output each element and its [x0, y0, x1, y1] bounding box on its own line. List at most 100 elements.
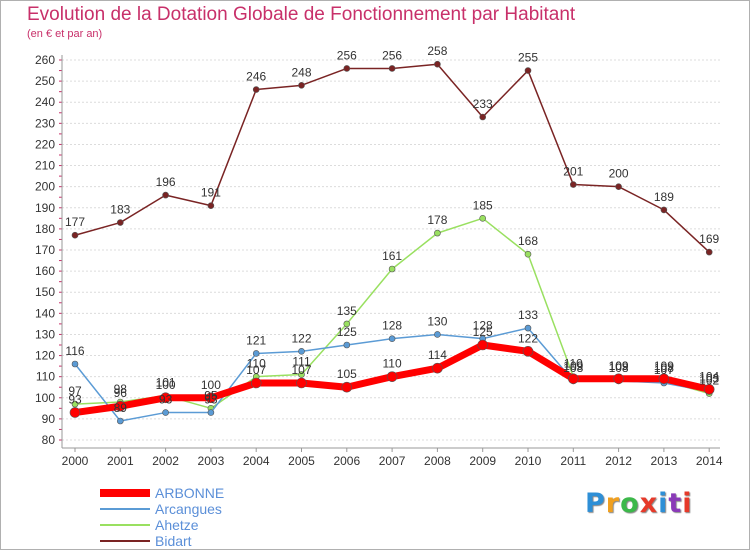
data-label-ahetze: 135 — [337, 304, 357, 318]
data-label-bidart: 177 — [65, 215, 85, 229]
data-point-bidart — [660, 206, 668, 214]
data-point-arcangues — [388, 335, 396, 342]
y-tick-label: 130 — [35, 327, 55, 341]
data-point-arbonne — [613, 373, 624, 385]
data-point-arbonne — [205, 392, 217, 404]
data-label-bidart: 189 — [654, 190, 674, 204]
y-tick-label: 110 — [36, 370, 55, 384]
y-tick-label: 230 — [35, 116, 55, 130]
data-label-arbonne: 105 — [337, 367, 357, 381]
data-point-arcangues — [298, 348, 305, 355]
data-label-arbonne: 125 — [473, 325, 493, 339]
data-label-bidart: 200 — [609, 167, 629, 181]
data-label-arbonne: 110 — [383, 357, 402, 371]
data-point-arcangues — [71, 360, 79, 368]
x-tick-label: 2011 — [560, 454, 586, 468]
x-tick-label: 2000 — [62, 454, 89, 468]
data-label-arbonne: 109 — [563, 359, 583, 373]
data-point-arbonne — [477, 339, 489, 351]
data-label-arcangues: 130 — [427, 314, 447, 328]
data-point-arcangues — [524, 324, 532, 332]
data-point-bidart — [162, 191, 169, 199]
data-label-bidart: 258 — [427, 44, 447, 58]
data-point-bidart — [524, 67, 532, 74]
data-point-bidart — [434, 60, 441, 68]
data-label-ahetze: 110 — [247, 357, 266, 371]
data-label-ahetze: 161 — [382, 249, 402, 263]
data-label-ahetze: 110 — [564, 357, 583, 371]
x-tick-label: 2005 — [288, 454, 315, 468]
data-label-arcangues: 93 — [204, 393, 218, 407]
data-label-arbonne: 109 — [654, 359, 674, 373]
data-point-ahetze — [343, 320, 351, 328]
data-label-bidart: 191 — [201, 186, 221, 200]
x-tick-label: 2002 — [152, 454, 179, 468]
x-tick-label: 2006 — [333, 454, 360, 468]
y-tick-label: 90 — [42, 412, 56, 426]
data-point-bidart — [298, 82, 305, 89]
data-point-arcangues — [252, 350, 260, 357]
y-tick-label: 190 — [35, 201, 55, 215]
data-label-arbonne: 100 — [201, 378, 221, 392]
y-tick-label: 250 — [35, 74, 55, 88]
x-tick-label: 2003 — [198, 454, 225, 468]
data-label-arcangues: 133 — [518, 308, 538, 322]
y-tick-label: 200 — [35, 180, 55, 194]
data-label-arcangues: 128 — [473, 319, 493, 333]
y-tick-label: 210 — [35, 159, 55, 173]
data-point-bidart — [343, 65, 351, 72]
data-point-bidart — [71, 231, 79, 239]
data-label-ahetze: 185 — [473, 198, 493, 212]
legend-label-bidart: Bidart — [155, 533, 192, 549]
data-label-arcangues: 121 — [246, 333, 266, 347]
data-label-arcangues: 108 — [609, 361, 629, 375]
y-tick-label: 240 — [35, 95, 55, 109]
x-tick-label: 2010 — [515, 454, 542, 468]
legend-label-arcangues: Arcangues — [155, 501, 222, 517]
y-tick-label: 100 — [35, 391, 55, 405]
data-label-ahetze: 109 — [609, 359, 629, 373]
data-point-arbonne — [250, 377, 262, 389]
data-point-arcangues — [343, 341, 351, 349]
data-label-ahetze: 108 — [654, 361, 674, 375]
data-label-ahetze: 95 — [204, 388, 218, 402]
data-point-bidart — [705, 248, 713, 256]
x-tick-label: 2007 — [379, 454, 406, 468]
data-point-ahetze — [524, 250, 532, 258]
data-point-ahetze — [434, 229, 441, 237]
y-tick-label: 150 — [35, 285, 55, 299]
data-label-arcangues: 103 — [699, 371, 719, 385]
data-label-ahetze: 97 — [68, 384, 82, 398]
data-point-ahetze — [71, 400, 79, 408]
data-point-arbonne — [69, 407, 81, 418]
chart-subtitle: (en € et par an) — [27, 28, 103, 40]
data-label-bidart: 196 — [156, 175, 176, 189]
data-label-arbonne: 122 — [518, 331, 538, 345]
x-tick-label: 2013 — [651, 454, 678, 468]
data-point-ahetze — [298, 371, 305, 378]
data-label-arcangues: 107 — [654, 363, 674, 377]
x-tick-label: 2001 — [107, 454, 134, 468]
data-label-bidart: 248 — [291, 65, 311, 79]
data-label-arcangues: 125 — [337, 325, 357, 339]
y-tick-label: 170 — [35, 243, 55, 257]
data-point-arbonne — [658, 373, 670, 385]
data-point-arbonne — [567, 373, 579, 385]
x-tick-label: 2009 — [469, 454, 496, 468]
data-point-bidart — [569, 181, 577, 188]
data-point-arbonne — [522, 346, 534, 357]
data-label-arcangues: 89 — [114, 401, 128, 415]
data-point-bidart — [252, 86, 260, 93]
data-point-arcangues — [117, 417, 124, 425]
data-point-arbonne — [341, 381, 353, 393]
data-point-arcangues — [162, 409, 169, 416]
data-label-arcangues: 128 — [382, 319, 402, 333]
y-tick-label: 220 — [35, 137, 55, 151]
data-point-ahetze — [388, 265, 396, 273]
data-label-arbonne: 107 — [246, 363, 266, 377]
data-label-bidart: 255 — [518, 51, 538, 65]
data-label-bidart: 183 — [110, 203, 130, 217]
y-tick-label: 80 — [42, 433, 56, 447]
